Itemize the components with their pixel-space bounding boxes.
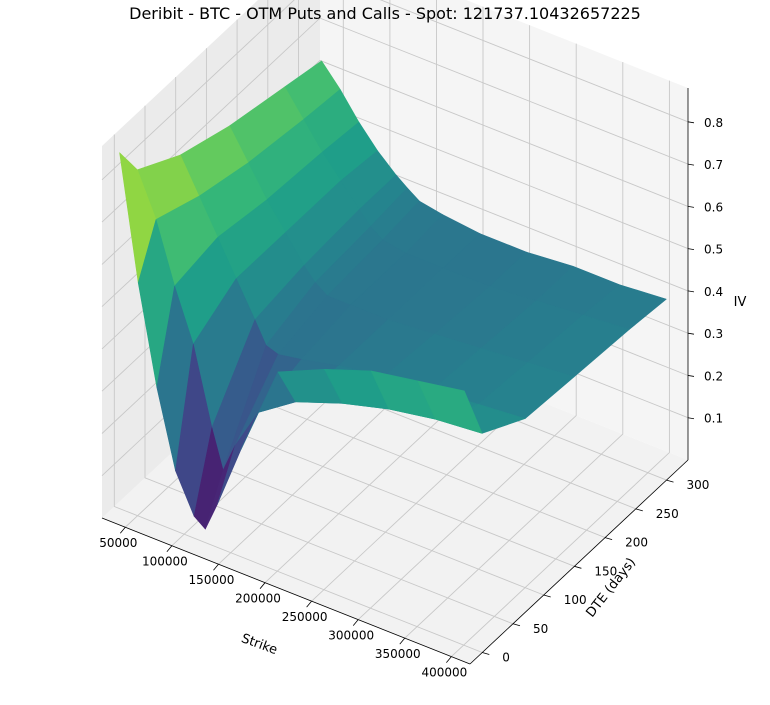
- x-gridline: [451, 80, 670, 657]
- y-tick-mark: [482, 652, 490, 655]
- axis-lines: [101, 88, 689, 665]
- x-tick-label: 350000: [375, 647, 421, 661]
- x-tick-label: 50000: [99, 536, 137, 550]
- z-axis-ticks: 0.1 0.2 0.3 0.4 0.5 0.6 0.7 0.8: [687, 116, 723, 426]
- y-tick-mark: [666, 479, 674, 483]
- x-tick-mark: [166, 545, 173, 552]
- z-axis-label: IV: [734, 295, 747, 310]
- surface-patch: [417, 380, 483, 434]
- x-axis-ticks: 50000 10000015000020000025000030000035000…: [99, 526, 467, 680]
- z-tick-label: 0.2: [704, 369, 723, 383]
- x-tick-label: 400000: [421, 666, 467, 680]
- x-tick-mark: [119, 526, 126, 534]
- x-tick-mark: [306, 600, 312, 608]
- y-tick-mark: [635, 508, 643, 512]
- y-tick-label: 50: [533, 622, 548, 636]
- x-tick-label: 300000: [328, 629, 374, 643]
- y-tick-label: 300: [687, 478, 710, 492]
- x-axis-line: [101, 517, 471, 665]
- y-tick-label: 0: [502, 651, 510, 665]
- z-tick-label: 0.1: [704, 412, 723, 426]
- z-tick-mark: [687, 121, 695, 124]
- y-axis-ticks: 0 50 100 150 200 250 300: [482, 478, 710, 665]
- y-tick-label: 200: [625, 536, 648, 550]
- x-tick-label: 250000: [282, 610, 328, 624]
- z-tick-label: 0.6: [704, 200, 723, 214]
- y-tick-mark: [604, 537, 613, 540]
- z-tick-label: 0.3: [704, 327, 723, 341]
- x-tick-label: 100000: [142, 555, 188, 569]
- x-gridline: [357, 43, 577, 620]
- z-gridline: [101, 0, 689, 181]
- y-tick-mark: [574, 565, 582, 569]
- z-tick-label: 0.5: [704, 243, 723, 257]
- z-tick-mark: [687, 163, 695, 166]
- y-tick-mark: [512, 623, 521, 627]
- y-tick-label: 150: [594, 564, 617, 578]
- x-tick-label: 200000: [235, 592, 281, 606]
- z-tick-label: 0.4: [704, 285, 723, 299]
- z-tick-mark: [687, 332, 695, 335]
- y-axis-line: [469, 459, 689, 665]
- z-gridline: [101, 17, 689, 223]
- x-axis-label: Strike: [239, 631, 279, 658]
- z-tick-mark: [687, 375, 695, 377]
- chart-title: Deribit - BTC - OTM Puts and Calls - Spo…: [129, 4, 641, 23]
- z-tick-label: 0.8: [704, 116, 723, 130]
- z-tick-label: 0.7: [704, 158, 723, 172]
- y-tick-label: 250: [656, 507, 679, 521]
- x-gridline: [404, 62, 624, 639]
- x-tick-mark: [446, 656, 452, 663]
- x-tick-mark: [352, 619, 359, 626]
- y-gridline: [113, 134, 483, 653]
- z-tick-mark: [687, 205, 695, 208]
- z-tick-mark: [687, 248, 695, 251]
- x-tick-mark: [213, 563, 219, 571]
- z-tick-mark: [687, 417, 695, 420]
- x-tick-mark: [399, 637, 406, 645]
- y-tick-mark: [543, 594, 551, 598]
- x-tick-mark: [259, 582, 266, 589]
- iv-surface: [119, 60, 667, 530]
- y-tick-label: 100: [564, 593, 587, 607]
- z-tick-mark: [687, 290, 695, 293]
- x-tick-label: 150000: [189, 573, 235, 587]
